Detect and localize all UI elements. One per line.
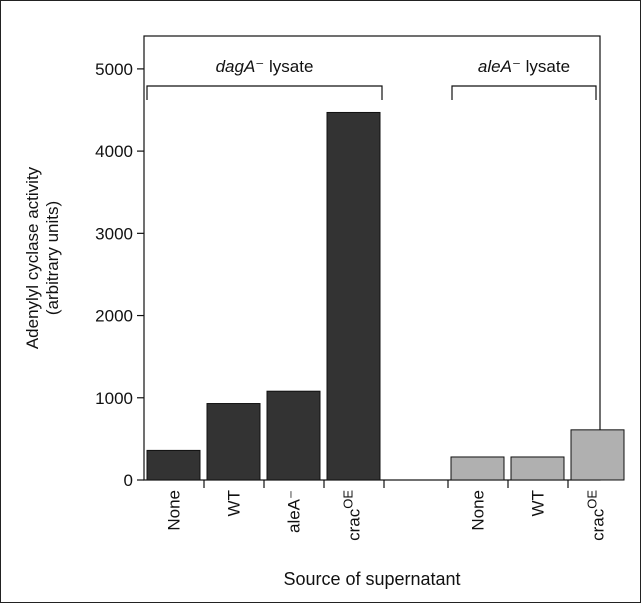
y-tick-label: 1000 <box>95 389 133 408</box>
bar <box>450 456 505 481</box>
x-tick-label: None <box>164 490 183 531</box>
x-tick-label: None <box>468 490 487 531</box>
x-tick-label: WT <box>224 490 243 516</box>
labels: None WT aleA⁻ cracOE None WT cracOE Adenylyl cy… <box>23 166 607 589</box>
y-axis-label: Adenylyl cyclase activity(arbitrary unit… <box>23 166 62 349</box>
group-bracket <box>451 85 597 100</box>
y-tick-label: 2000 <box>95 307 133 326</box>
bars <box>146 111 625 481</box>
y-tick-label: 5000 <box>95 60 133 79</box>
bar <box>510 456 565 481</box>
bar <box>570 429 625 481</box>
bar <box>146 449 201 481</box>
group-label: aleA⁻ lysate <box>478 57 570 76</box>
group-label: dagA⁻ lysate <box>216 57 314 76</box>
x-axis-label: Source of supernatant <box>283 569 460 589</box>
bar <box>266 390 321 481</box>
x-tick-label: aleA⁻ <box>284 490 303 533</box>
x-tick-label: WT <box>528 490 547 516</box>
y-tick-label: 3000 <box>95 224 133 243</box>
x-tick-label: cracOE <box>340 490 363 541</box>
y-tick-label: 4000 <box>95 142 133 161</box>
y-tick-label: 0 <box>124 471 133 490</box>
bar <box>206 403 261 481</box>
bar <box>326 111 381 481</box>
x-tick-label: cracOE <box>584 490 607 541</box>
group-bracket <box>146 85 383 100</box>
group-brackets: dagA⁻ lysate aleA⁻ lysate <box>146 57 597 100</box>
